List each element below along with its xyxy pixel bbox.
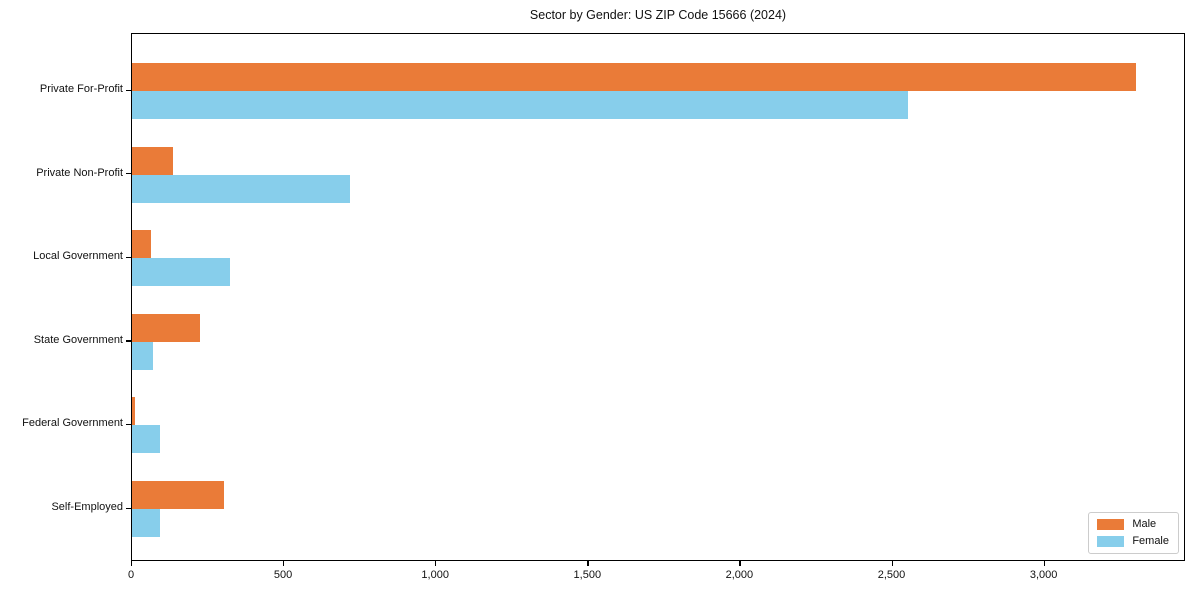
bar-female-4 [132, 425, 160, 454]
x-tick-label: 2,000 [725, 569, 754, 581]
y-tick-label: State Government [33, 333, 123, 346]
bar-male-5 [132, 481, 224, 509]
x-tick-mark [435, 561, 437, 566]
bar-male-2 [132, 230, 151, 259]
y-tick-label: Local Government [33, 250, 123, 263]
x-tick-label: 1,000 [421, 569, 449, 581]
y-tick-mark [126, 89, 131, 91]
legend: Male Female [1088, 512, 1179, 554]
bar-male-3 [132, 313, 201, 342]
y-tick-mark [126, 507, 131, 509]
y-tick-mark [126, 340, 131, 342]
y-tick-label: Federal Government [22, 417, 123, 430]
x-tick-mark [587, 561, 589, 566]
y-tick-label: Private For-Profit [39, 83, 123, 95]
bar-female-1 [132, 174, 350, 203]
bar-male-1 [132, 146, 174, 175]
x-tick-mark [131, 561, 133, 566]
x-tick-label: 3,000 [1029, 569, 1058, 581]
bar-female-3 [132, 341, 154, 370]
bar-female-0 [132, 91, 908, 119]
legend-swatch-male [1097, 519, 1125, 530]
chart-title: Sector by Gender: US ZIP Code 15666 (202… [529, 8, 787, 22]
bar-female-5 [132, 509, 160, 537]
y-tick-label: Private Non-Profit [36, 166, 123, 179]
legend-label-female: Female [1132, 535, 1169, 547]
bar-male-0 [132, 63, 1136, 91]
x-tick-label: 2,500 [877, 569, 906, 581]
x-tick-label: 0 [127, 569, 135, 581]
y-tick-label: Self-Employed [51, 501, 123, 513]
plot-area: Male Female [131, 33, 1185, 561]
x-tick-label: 1,500 [573, 569, 602, 581]
bars-layer [132, 34, 1184, 560]
legend-label-male: Male [1132, 518, 1157, 530]
bar-male-4 [132, 397, 135, 426]
x-tick-mark [891, 561, 893, 566]
y-tick-mark [126, 423, 131, 426]
legend-entry-male: Male [1097, 519, 1169, 530]
x-tick-label: 500 [273, 569, 293, 581]
y-tick-mark [126, 256, 131, 258]
x-tick-mark [739, 561, 741, 566]
x-tick-mark [1043, 561, 1045, 566]
x-tick-mark [283, 561, 285, 566]
bar-female-2 [132, 258, 230, 287]
y-tick-mark [126, 173, 131, 175]
legend-swatch-female [1097, 536, 1125, 547]
legend-entry-female: Female [1097, 536, 1169, 547]
